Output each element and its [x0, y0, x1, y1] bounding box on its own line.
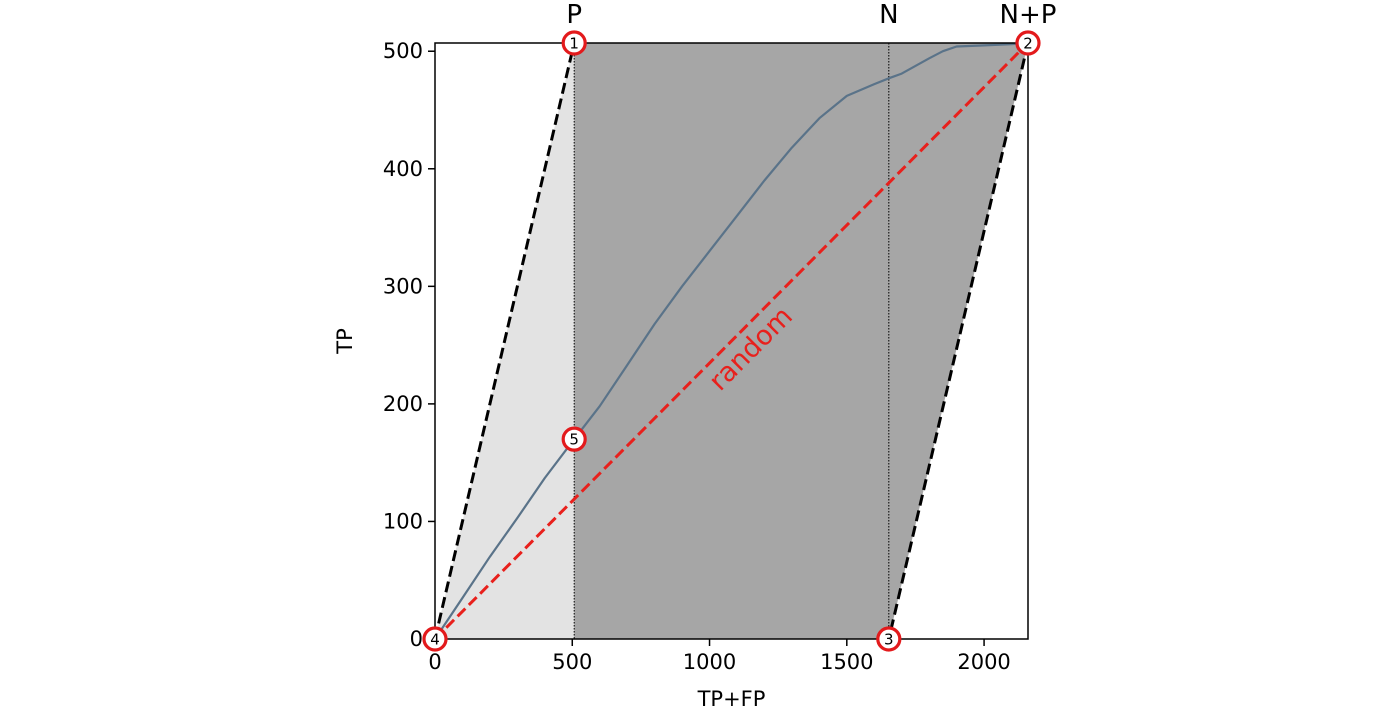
x-axis-title: TP+FP	[697, 687, 766, 711]
boundary-layer	[433, 42, 1030, 640]
y-axis-title: TP	[333, 328, 357, 355]
marker-1-label: 1	[569, 35, 579, 53]
y-tick-label-400: 400	[383, 157, 423, 181]
marker-5-circle	[561, 426, 587, 452]
marker-2-label: 2	[1023, 35, 1033, 53]
curve-line-0	[434, 41, 1029, 640]
region-dark	[574, 43, 1028, 639]
vlines-layer	[573, 43, 890, 639]
axes-layer: 0 500 1000 1500 2000 0 100 200 300 400 500 P N N+P	[383, 0, 1057, 674]
marker-1-circle	[561, 30, 587, 56]
marker-2-circle	[1015, 30, 1041, 56]
y-tick-label-300: 300	[383, 274, 423, 298]
top-label-1: N	[879, 0, 898, 30]
marker-4-label: 4	[430, 631, 440, 649]
x-tick-label-2000: 2000	[957, 650, 1010, 674]
boundary-left-line	[433, 42, 576, 640]
marker-4-circle	[422, 626, 448, 652]
marker-3-circle	[876, 626, 902, 652]
x-tick-label-0: 0	[428, 650, 441, 674]
y-tick-label-100: 100	[383, 509, 423, 533]
random-line	[433, 41, 1030, 641]
marker-3-label: 3	[884, 631, 894, 649]
x-tick-label-500: 500	[552, 650, 592, 674]
top-label-2: N+P	[1000, 0, 1057, 30]
curve-layer	[434, 41, 1029, 640]
plot-frame	[434, 42, 1029, 640]
markers-layer: 1 2 3 4 5	[422, 30, 1041, 652]
y-tick-label-0: 0	[410, 627, 423, 651]
marker-5-label: 5	[569, 431, 579, 449]
boundary-right-line	[887, 42, 1030, 640]
x-tick-label-1000: 1000	[683, 650, 736, 674]
x-tick-label-1500: 1500	[820, 650, 873, 674]
y-tick-label-500: 500	[383, 39, 423, 63]
y-tick-label-200: 200	[383, 392, 423, 416]
top-label-0: P	[566, 0, 582, 30]
